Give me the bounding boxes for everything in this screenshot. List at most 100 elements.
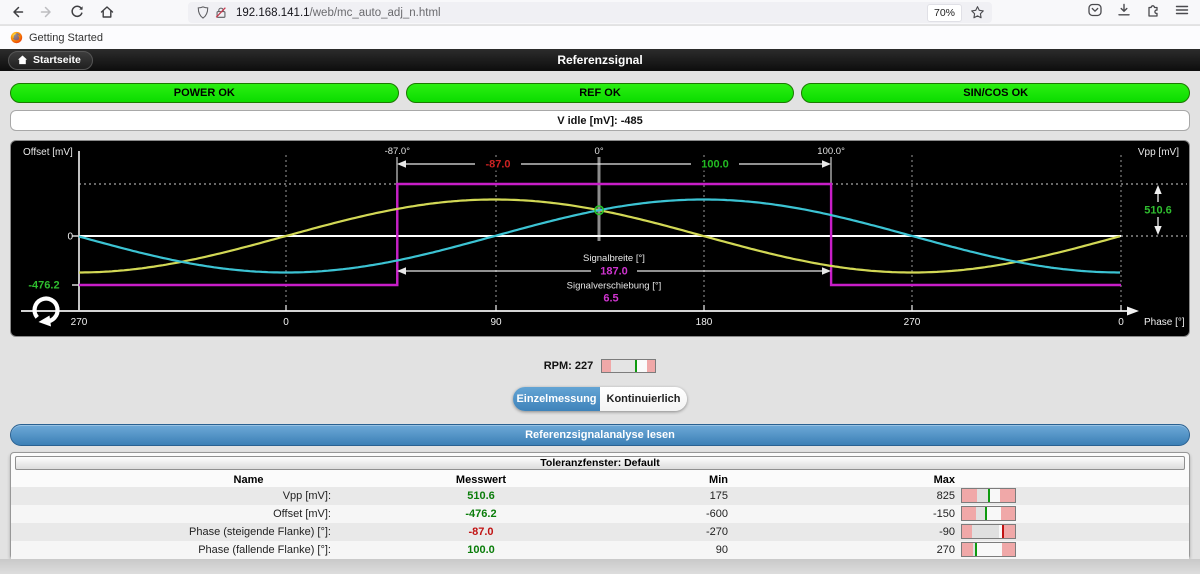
row-name: Phase (steigende Flanke) [°]:: [189, 526, 331, 538]
kontinuierlich-button[interactable]: Kontinuierlich: [600, 387, 687, 411]
url-text: 192.168.141.1/web/mc_auto_adj_n.html: [236, 7, 441, 19]
forward-button[interactable]: [34, 2, 60, 23]
page-header: Referenzsignal Startseite: [0, 49, 1200, 71]
menu-icon[interactable]: [1174, 2, 1190, 18]
row-meter: [961, 541, 1016, 557]
svg-text:90: 90: [490, 317, 502, 328]
row-min: -600: [705, 508, 728, 520]
bookmark-label: Getting Started: [29, 31, 103, 44]
startseite-button[interactable]: Startseite: [8, 50, 93, 70]
svg-text:0: 0: [1118, 317, 1124, 328]
rpm-meter: [601, 359, 657, 373]
extensions-icon[interactable]: [1145, 2, 1161, 18]
col-max: Max: [933, 473, 955, 486]
url-bar[interactable]: 192.168.141.1/web/mc_auto_adj_n.html 70%: [188, 2, 992, 23]
x-axis-label: Phase [°]: [1144, 317, 1185, 328]
signalbreite-arrow: [397, 264, 831, 278]
row-min: 90: [715, 544, 728, 556]
grid-vertical: [285, 155, 1122, 311]
top-tick-rise: -87.0°: [385, 146, 411, 157]
row-meter: [961, 505, 1016, 521]
zoom-level-badge[interactable]: 70%: [926, 3, 962, 22]
row-min: 175: [709, 490, 728, 502]
fall-value: 100.0: [701, 159, 729, 171]
svg-text:270: 270: [71, 317, 88, 328]
reload-button[interactable]: [64, 2, 90, 23]
status-sincos-ok[interactable]: SIN/COS OK: [801, 83, 1191, 103]
top-tick-fall: 100.0°: [817, 146, 845, 157]
browser-toolbar: 192.168.141.1/web/mc_auto_adj_n.html 70%: [0, 0, 1200, 25]
row-value: 100.0: [467, 544, 495, 556]
rotation-direction-icon: [32, 296, 60, 327]
grid-horizontal: [79, 183, 1187, 237]
signalverschiebung-value: 6.5: [603, 293, 618, 305]
signalverschiebung-label: Signalverschiebung [°]: [567, 281, 662, 292]
bookmarks-bar: Getting Started: [0, 26, 1200, 49]
measurement-mode-switch: Einzelmessung Kontinuierlich: [513, 387, 687, 411]
table-row: Offset [mV]: -476.2 -600 -150: [11, 505, 1189, 523]
vpp-arrow: [1135, 185, 1181, 235]
row-value: 510.6: [467, 490, 495, 502]
signalbreite-value: 187.0: [600, 266, 628, 278]
tolerance-header: Toleranzfenster: Default: [15, 456, 1185, 470]
pocket-icon[interactable]: [1087, 2, 1103, 18]
signalbreite-label: Signalbreite [°]: [583, 253, 645, 264]
table-row: Phase (fallende Flanke) [°]: 100.0 90 27…: [11, 541, 1189, 559]
top-tick-zero: 0°: [595, 146, 604, 157]
row-max: -150: [932, 508, 955, 520]
col-name: Name: [233, 473, 264, 486]
v-idle-display: V idle [mV]: -485: [10, 110, 1190, 131]
home-button[interactable]: [94, 2, 120, 23]
back-button[interactable]: [4, 2, 30, 23]
offset-value: -476.2: [28, 280, 59, 292]
bookmark-star-icon[interactable]: [968, 5, 986, 21]
reference-square-wave: [79, 182, 1121, 287]
zero-tick-label: 0: [67, 232, 73, 243]
page-footer-area: [0, 559, 1200, 574]
page-title: Referenzsignal: [557, 53, 643, 67]
col-min: Min: [709, 473, 728, 486]
row-meter: [961, 487, 1016, 503]
einzelmessung-button[interactable]: Einzelmessung: [513, 387, 600, 411]
url-path: /web/mc_auto_adj_n.html: [309, 6, 441, 19]
status-ref-ok[interactable]: REF OK: [405, 83, 795, 103]
read-analysis-button[interactable]: Referenzsignalanalyse lesen: [10, 424, 1190, 446]
x-axis-arrow: [1127, 306, 1139, 316]
row-name: Vpp [mV]:: [282, 490, 331, 502]
svg-text:180: 180: [696, 317, 713, 328]
cosine-curve: [78, 198, 1120, 274]
signal-chart: Offset [mV] Vpp [mV] -87.0° 0° 100.0° -8…: [10, 140, 1190, 337]
x-tick-labels: 270 0 90 180 270 0: [71, 317, 1125, 328]
phase-arrow: [397, 157, 831, 171]
row-max: 270: [936, 544, 955, 556]
svg-text:0: 0: [283, 317, 289, 328]
table-header-row: Name Messwert Min Max: [11, 472, 1189, 487]
lock-disabled-icon[interactable]: [212, 5, 230, 21]
shield-icon[interactable]: [194, 5, 212, 21]
rise-value: -87.0: [485, 159, 510, 171]
home-icon: [17, 55, 28, 65]
table-row: Vpp [mV]: 510.6 175 825: [11, 487, 1189, 505]
rpm-row: RPM: 227: [0, 356, 1200, 376]
row-name: Offset [mV]:: [273, 508, 331, 520]
vpp-value: 510.6: [1144, 205, 1172, 217]
row-name: Phase (fallende Flanke) [°]:: [198, 544, 331, 556]
tolerance-panel: Toleranzfenster: Default Name Messwert M…: [10, 452, 1190, 559]
ylabel-left: Offset [mV]: [23, 147, 73, 158]
table-row: Phase (steigende Flanke) [°]: -87.0 -270…: [11, 523, 1189, 541]
row-min: -270: [705, 526, 728, 538]
bookmark-getting-started[interactable]: Getting Started: [10, 31, 103, 44]
row-value: -476.2: [465, 508, 497, 520]
row-max: 825: [936, 490, 955, 502]
svg-text:270: 270: [904, 317, 921, 328]
status-row: POWER OK REF OK SIN/COS OK: [10, 83, 1191, 103]
firefox-icon: [10, 31, 23, 44]
rpm-label: RPM: 227: [543, 360, 594, 372]
row-max: -90: [939, 526, 955, 538]
downloads-icon[interactable]: [1116, 2, 1132, 18]
status-power-ok[interactable]: POWER OK: [10, 83, 399, 103]
row-value: -87.0: [468, 526, 494, 538]
ylabel-right: Vpp [mV]: [1138, 147, 1179, 158]
col-messwert: Messwert: [455, 473, 507, 486]
